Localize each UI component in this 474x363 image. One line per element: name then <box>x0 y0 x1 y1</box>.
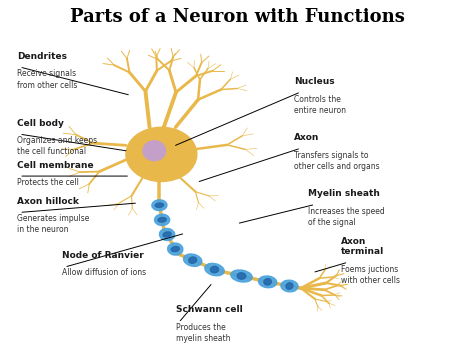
Ellipse shape <box>205 263 224 276</box>
Text: Dendrites: Dendrites <box>17 52 67 61</box>
Ellipse shape <box>158 217 166 222</box>
Text: Myelin sheath: Myelin sheath <box>308 189 380 199</box>
Text: Transfers signals to
other cells and organs: Transfers signals to other cells and org… <box>294 151 379 171</box>
Text: Axon
terminal: Axon terminal <box>341 237 384 256</box>
Text: Foems juctions
with other cells: Foems juctions with other cells <box>341 265 400 285</box>
Ellipse shape <box>168 243 183 255</box>
Ellipse shape <box>189 257 197 263</box>
Text: Increases the speed
of the signal: Increases the speed of the signal <box>308 207 384 227</box>
Ellipse shape <box>152 200 167 211</box>
Ellipse shape <box>264 278 271 285</box>
Ellipse shape <box>210 266 219 273</box>
Ellipse shape <box>286 283 293 289</box>
Ellipse shape <box>237 273 246 279</box>
Text: Node of Ranvier: Node of Ranvier <box>62 251 144 260</box>
Text: Axon hillock: Axon hillock <box>17 197 79 206</box>
Text: Axon: Axon <box>294 134 319 142</box>
Text: Cell body: Cell body <box>17 119 64 128</box>
Text: Controls the
entire neuron: Controls the entire neuron <box>294 95 346 115</box>
Ellipse shape <box>231 270 252 282</box>
Text: Receive signals
from other cells: Receive signals from other cells <box>17 69 78 90</box>
Text: Produces the
myelin sheath: Produces the myelin sheath <box>175 323 230 343</box>
Ellipse shape <box>155 214 170 225</box>
Ellipse shape <box>163 232 171 237</box>
Ellipse shape <box>159 228 175 241</box>
Text: Schwann cell: Schwann cell <box>175 305 242 314</box>
Ellipse shape <box>155 203 164 207</box>
Text: Parts of a Neuron with Functions: Parts of a Neuron with Functions <box>70 8 404 26</box>
Text: Cell membrane: Cell membrane <box>17 160 94 170</box>
Text: Generates impulse
in the neuron: Generates impulse in the neuron <box>17 214 90 234</box>
Ellipse shape <box>171 246 179 252</box>
Ellipse shape <box>183 254 202 266</box>
Circle shape <box>126 127 197 182</box>
Text: Protects the cell: Protects the cell <box>17 178 79 187</box>
Text: Organizes and keeps
the cell functional: Organizes and keeps the cell functional <box>17 136 97 156</box>
Ellipse shape <box>258 276 277 288</box>
Text: Nucleus: Nucleus <box>294 77 334 86</box>
Ellipse shape <box>143 141 165 161</box>
Text: Allow diffusion of ions: Allow diffusion of ions <box>62 268 146 277</box>
Ellipse shape <box>281 280 298 292</box>
